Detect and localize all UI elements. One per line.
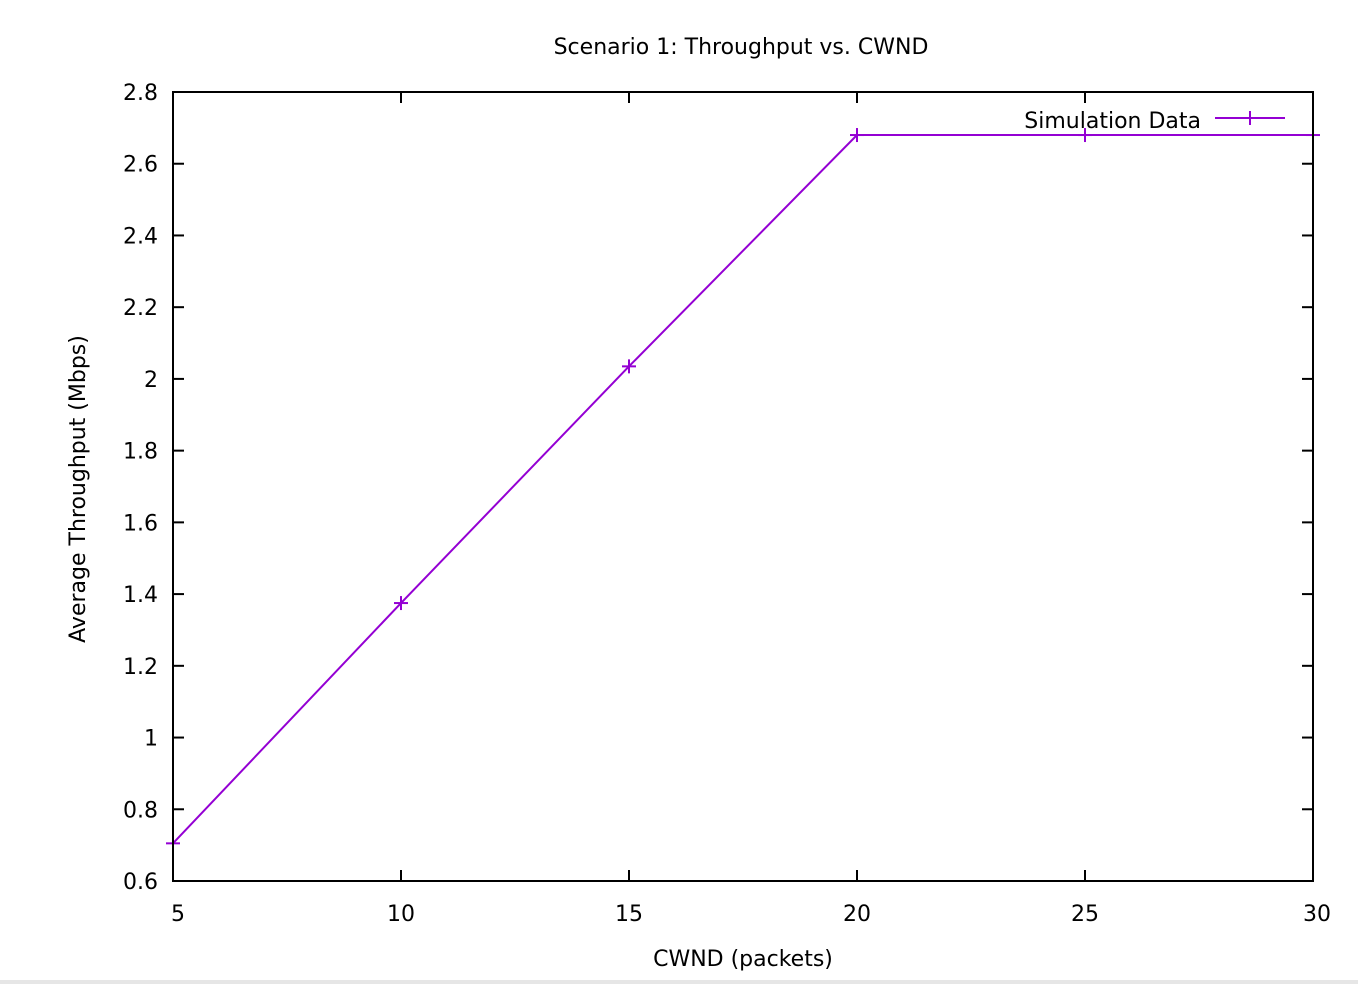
y-tick-label: 1.2 bbox=[123, 655, 158, 680]
legend: Simulation Data bbox=[1024, 109, 1285, 134]
data-point bbox=[850, 128, 864, 143]
bottom-rule bbox=[0, 980, 1358, 984]
data-point bbox=[622, 359, 636, 374]
x-tick-label: 30 bbox=[1303, 902, 1331, 927]
x-tick-label: 20 bbox=[843, 902, 871, 927]
series-line bbox=[172, 134, 1313, 845]
x-axis-label: CWND (packets) bbox=[653, 947, 833, 972]
y-tick-label: 2 bbox=[144, 368, 158, 393]
y-tick-label: 2.4 bbox=[123, 224, 158, 249]
x-tick-label: 10 bbox=[387, 902, 415, 927]
y-tick-label: 2.6 bbox=[123, 153, 158, 178]
y-tick-label: 0.8 bbox=[123, 798, 158, 823]
data-point bbox=[1078, 128, 1092, 143]
x-tick-label: 25 bbox=[1071, 902, 1099, 927]
series-layer bbox=[166, 128, 1320, 851]
y-tick-label: 1.6 bbox=[123, 511, 158, 536]
x-tick-label: 5 bbox=[171, 902, 185, 927]
y-tick-label: 0.6 bbox=[123, 870, 158, 895]
x-tick-label: 15 bbox=[615, 902, 643, 927]
y-tick-label: 1.8 bbox=[123, 440, 158, 465]
chart-title: Scenario 1: Throughput vs. CWND bbox=[554, 35, 929, 60]
y-tick-label: 1 bbox=[144, 727, 158, 752]
legend-label: Simulation Data bbox=[1024, 109, 1201, 134]
y-axis-label: Average Throughput (Mbps) bbox=[66, 335, 91, 643]
plot-frame bbox=[172, 91, 1314, 882]
y-tick-label: 2.2 bbox=[123, 296, 158, 321]
data-point bbox=[394, 596, 408, 611]
y-tick-label: 1.4 bbox=[123, 583, 158, 608]
axis-ticks bbox=[172, 91, 1314, 882]
legend-marker bbox=[1243, 111, 1257, 125]
y-tick-label: 2.8 bbox=[123, 81, 158, 106]
tick-labels: 5 10 15 20 25 30 0.6 0.8 1 1.2 1.4 1.6 1.8 2 2.2 2.4 2.6… bbox=[123, 81, 1331, 927]
